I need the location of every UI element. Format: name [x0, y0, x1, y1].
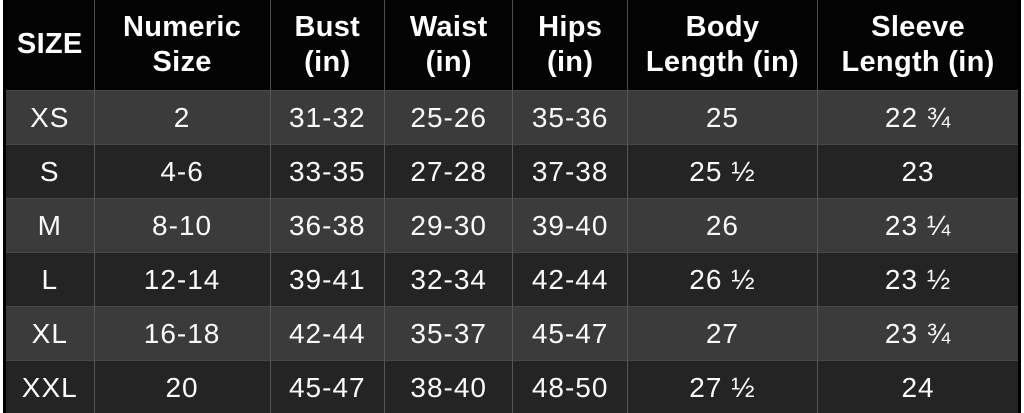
- col-header-waist: Waist (in): [384, 0, 514, 91]
- table-cell: 26: [627, 198, 819, 253]
- table-cell: 25 ½: [627, 144, 819, 199]
- table-cell: 33-35: [270, 144, 385, 199]
- size-chart-table: SIZE Numeric Size Bust (in) Waist (in) H…: [6, 0, 1018, 413]
- table-row-s: S 4-6 33-35 27-28 37-38 25 ½ 23: [6, 144, 1018, 199]
- table-row-m: M 8-10 36-38 29-30 39-40 26 23 ¼: [6, 198, 1018, 253]
- row-label: XL: [6, 306, 95, 361]
- table-cell: 32-34: [384, 252, 514, 307]
- table-cell: 48-50: [512, 360, 628, 413]
- table-cell: 42-44: [270, 306, 385, 361]
- table-cell: 20: [94, 360, 271, 413]
- table-cell: 37-38: [512, 144, 628, 199]
- table-row-l: L 12-14 39-41 32-34 42-44 26 ½ 23 ½: [6, 252, 1018, 307]
- table-cell: 35-36: [512, 90, 628, 145]
- table-cell: 27 ½: [627, 360, 819, 413]
- table-cell: 29-30: [384, 198, 514, 253]
- table-cell: 8-10: [94, 198, 271, 253]
- col-header-sleeve-length: Sleeve Length (in): [817, 0, 1018, 91]
- row-label: XS: [6, 90, 95, 145]
- col-header-body-length: Body Length (in): [627, 0, 819, 91]
- table-cell: 23 ¼: [817, 198, 1018, 253]
- table-cell: 31-32: [270, 90, 385, 145]
- row-label: S: [6, 144, 95, 199]
- header-row: SIZE Numeric Size Bust (in) Waist (in) H…: [6, 0, 1018, 91]
- table-row-xs: XS 2 31-32 25-26 35-36 25 22 ¾: [6, 90, 1018, 145]
- table-cell: 22 ¾: [817, 90, 1018, 145]
- table-row-xl: XL 16-18 42-44 35-37 45-47 27 23 ¾: [6, 306, 1018, 361]
- row-label: XXL: [6, 360, 95, 413]
- table-cell: 23: [817, 144, 1018, 199]
- col-header-numeric-size: Numeric Size: [94, 0, 271, 91]
- table-cell: 23 ½: [817, 252, 1018, 307]
- table-cell: 38-40: [384, 360, 514, 413]
- table-cell: 35-37: [384, 306, 514, 361]
- row-label: M: [6, 198, 95, 253]
- table-cell: 27-28: [384, 144, 514, 199]
- table-cell: 26 ½: [627, 252, 819, 307]
- table-cell: 39-41: [270, 252, 385, 307]
- table-cell: 25: [627, 90, 819, 145]
- table-cell: 42-44: [512, 252, 628, 307]
- table-cell: 25-26: [384, 90, 514, 145]
- col-header-hips: Hips (in): [512, 0, 628, 91]
- table-row-xxl: XXL 20 45-47 38-40 48-50 27 ½ 24: [6, 360, 1018, 413]
- table-cell: 2: [94, 90, 271, 145]
- table-cell: 45-47: [512, 306, 628, 361]
- table-cell: 27: [627, 306, 819, 361]
- row-label: L: [6, 252, 95, 307]
- table-cell: 39-40: [512, 198, 628, 253]
- table-cell: 24: [817, 360, 1018, 413]
- table-cell: 45-47: [270, 360, 385, 413]
- table-cell: 16-18: [94, 306, 271, 361]
- table-cell: 36-38: [270, 198, 385, 253]
- size-chart-container: SIZE Numeric Size Bust (in) Waist (in) H…: [3, 0, 1021, 413]
- table-cell: 4-6: [94, 144, 271, 199]
- col-header-bust: Bust (in): [270, 0, 385, 91]
- table-cell: 12-14: [94, 252, 271, 307]
- col-header-size: SIZE: [6, 0, 95, 91]
- table-cell: 23 ¾: [817, 306, 1018, 361]
